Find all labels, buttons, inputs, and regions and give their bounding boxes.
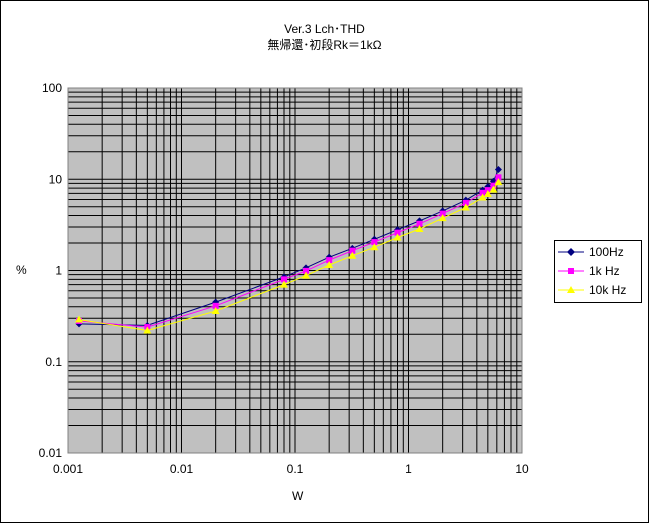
data-point [394, 229, 401, 236]
y-tick-label: 100 [42, 81, 62, 95]
data-point [212, 302, 219, 309]
x-tick-label: 0.001 [53, 462, 83, 476]
legend-swatch-100hz [558, 248, 584, 256]
data-point [143, 326, 152, 334]
legend-label-1khz: 1k Hz [589, 264, 620, 278]
data-point [461, 203, 470, 211]
legend-item-10khz: 10k Hz [555, 281, 641, 299]
data-point [462, 199, 469, 206]
data-point [280, 280, 289, 288]
data-point [348, 251, 357, 259]
data-point [326, 257, 333, 264]
data-point [74, 315, 83, 323]
legend-swatch-1khz [558, 268, 584, 274]
y-tick-label: 0.01 [39, 446, 63, 460]
data-point [281, 276, 288, 283]
data-point [489, 185, 498, 193]
y-tick-label: 0.1 [45, 355, 62, 369]
chart-title: Ver.3 Lch･THD [284, 22, 365, 36]
legend-item-1khz: 1k Hz [555, 262, 641, 280]
data-point [393, 233, 402, 241]
legend-label-100hz: 100Hz [589, 245, 624, 259]
data-point [301, 271, 310, 279]
y-axis-label: % [16, 263, 27, 277]
x-tick-label: 0.1 [287, 462, 304, 476]
data-point [370, 243, 379, 251]
legend-item-100hz: 100Hz [555, 243, 641, 261]
chart-subtitle: 無帰還･初段Rk＝1kΩ [267, 38, 382, 52]
y-tick-label: 10 [49, 172, 63, 186]
data-point [325, 260, 334, 268]
x-tick-label: 0.01 [170, 462, 194, 476]
data-point [494, 165, 502, 173]
data-point [494, 178, 503, 186]
data-point [439, 210, 446, 217]
data-point [349, 247, 356, 254]
data-point [211, 306, 220, 314]
data-point [302, 267, 309, 274]
data-point [483, 189, 492, 197]
data-point [438, 214, 447, 222]
x-axis-label: W [292, 489, 304, 503]
data-point [479, 189, 486, 196]
data-point [495, 174, 502, 181]
data-point [478, 193, 487, 201]
legend: 100Hz 1k Hz 10k Hz [554, 240, 642, 303]
plot-border [67, 87, 523, 454]
x-tick-label: 1 [405, 462, 412, 476]
x-tick-label: 10 [515, 462, 529, 476]
legend-swatch-10khz [558, 286, 584, 293]
data-point [416, 220, 423, 227]
y-tick-label: 1 [55, 264, 62, 278]
legend-label-10khz: 10k Hz [589, 283, 627, 297]
data-point [415, 224, 424, 232]
data-point [371, 239, 378, 246]
